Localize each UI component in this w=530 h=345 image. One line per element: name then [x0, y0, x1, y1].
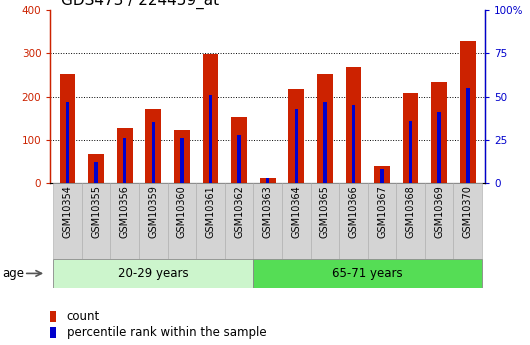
Bar	[282, 183, 311, 259]
Bar	[66, 102, 69, 183]
Bar	[339, 183, 368, 259]
Bar	[139, 183, 167, 259]
Text: 20-29 years: 20-29 years	[118, 267, 189, 280]
Bar	[60, 74, 75, 183]
Bar	[295, 109, 298, 183]
Bar	[117, 128, 132, 183]
Text: GSM10367: GSM10367	[377, 185, 387, 238]
Bar	[323, 102, 326, 183]
Bar	[346, 67, 361, 183]
Text: GSM10360: GSM10360	[177, 185, 187, 238]
Bar	[403, 93, 419, 183]
Bar	[253, 259, 482, 288]
Bar	[317, 74, 333, 183]
Bar	[437, 112, 441, 183]
Text: percentile rank within the sample: percentile rank within the sample	[67, 326, 266, 339]
Text: count: count	[67, 309, 100, 323]
Bar	[180, 138, 183, 183]
Bar	[145, 109, 161, 183]
Text: GSM10354: GSM10354	[63, 185, 73, 238]
Bar	[225, 183, 253, 259]
Bar	[253, 183, 282, 259]
Text: GSM10362: GSM10362	[234, 185, 244, 238]
Bar	[409, 121, 412, 183]
Bar	[311, 183, 339, 259]
Text: age: age	[3, 267, 25, 280]
Bar	[209, 95, 212, 183]
Text: GSM10356: GSM10356	[120, 185, 130, 238]
Bar	[82, 183, 110, 259]
Text: GSM10366: GSM10366	[348, 185, 358, 238]
Bar	[202, 54, 218, 183]
Bar	[88, 154, 104, 183]
Bar	[352, 105, 355, 183]
Bar	[266, 178, 269, 183]
Bar	[94, 162, 98, 183]
Bar	[167, 183, 196, 259]
Bar	[196, 183, 225, 259]
Text: GSM10368: GSM10368	[405, 185, 416, 238]
Bar	[454, 183, 482, 259]
Bar	[396, 183, 425, 259]
Bar	[425, 183, 454, 259]
Bar	[53, 183, 82, 259]
Text: GSM10359: GSM10359	[148, 185, 158, 238]
Bar	[288, 89, 304, 183]
Bar	[431, 82, 447, 183]
Bar	[123, 138, 127, 183]
Bar	[50, 310, 56, 322]
Bar	[50, 327, 56, 338]
Text: GSM10370: GSM10370	[463, 185, 473, 238]
Text: GSM10365: GSM10365	[320, 185, 330, 238]
Text: 65-71 years: 65-71 years	[332, 267, 403, 280]
Text: GSM10363: GSM10363	[263, 185, 272, 238]
Bar	[466, 88, 470, 183]
Bar	[460, 41, 475, 183]
Bar	[368, 183, 396, 259]
Text: GDS473 / 224459_at: GDS473 / 224459_at	[61, 0, 219, 9]
Text: GSM10355: GSM10355	[91, 185, 101, 238]
Text: GSM10364: GSM10364	[292, 185, 301, 238]
Bar	[381, 169, 384, 183]
Bar	[110, 183, 139, 259]
Bar	[237, 135, 241, 183]
Bar	[53, 259, 253, 288]
Bar	[260, 178, 276, 183]
Bar	[231, 117, 247, 183]
Bar	[174, 130, 190, 183]
Text: GSM10369: GSM10369	[434, 185, 444, 238]
Bar	[374, 167, 390, 183]
Text: GSM10361: GSM10361	[206, 185, 216, 238]
Bar	[152, 122, 155, 183]
